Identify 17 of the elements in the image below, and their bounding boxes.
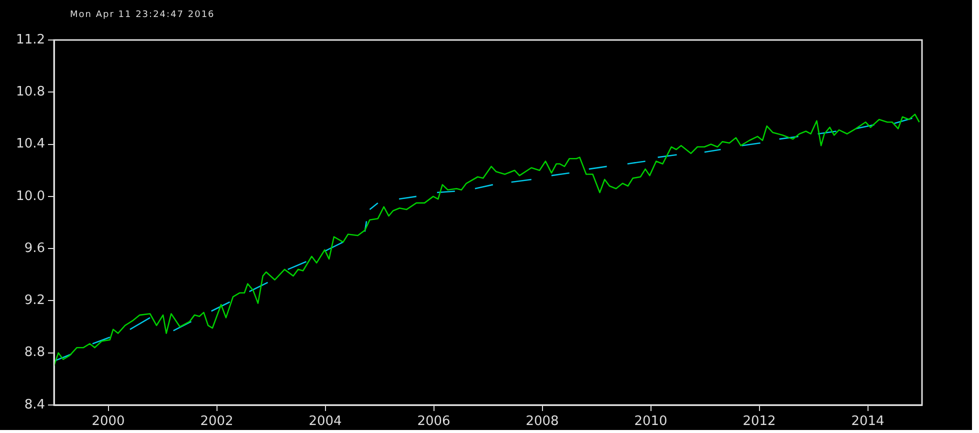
x-tick-label: 2012 <box>742 414 776 430</box>
y-tick-label: 10.4 <box>16 136 45 152</box>
y-tick-label: 10.8 <box>16 84 45 100</box>
x-tick-label: 2014 <box>851 414 884 430</box>
x-tick-label: 2004 <box>308 414 342 430</box>
y-tick-label: 8.8 <box>24 345 45 360</box>
y-tick-label: 11.2 <box>16 32 45 48</box>
x-tick-label: 2006 <box>417 414 450 430</box>
y-tick-label: 8.4 <box>24 397 45 412</box>
y-tick-label: 9.6 <box>24 240 45 256</box>
x-tick-label: 2008 <box>526 414 559 430</box>
x-tick-label: 2002 <box>200 414 234 430</box>
y-tick-label: 10.0 <box>16 188 45 204</box>
x-tick-label: 2010 <box>634 414 668 430</box>
x-tick-label: 2000 <box>92 414 125 430</box>
text: Mon Apr 11 23:24:47 2016 <box>70 10 215 20</box>
y-tick-label: 9.2 <box>24 293 45 308</box>
